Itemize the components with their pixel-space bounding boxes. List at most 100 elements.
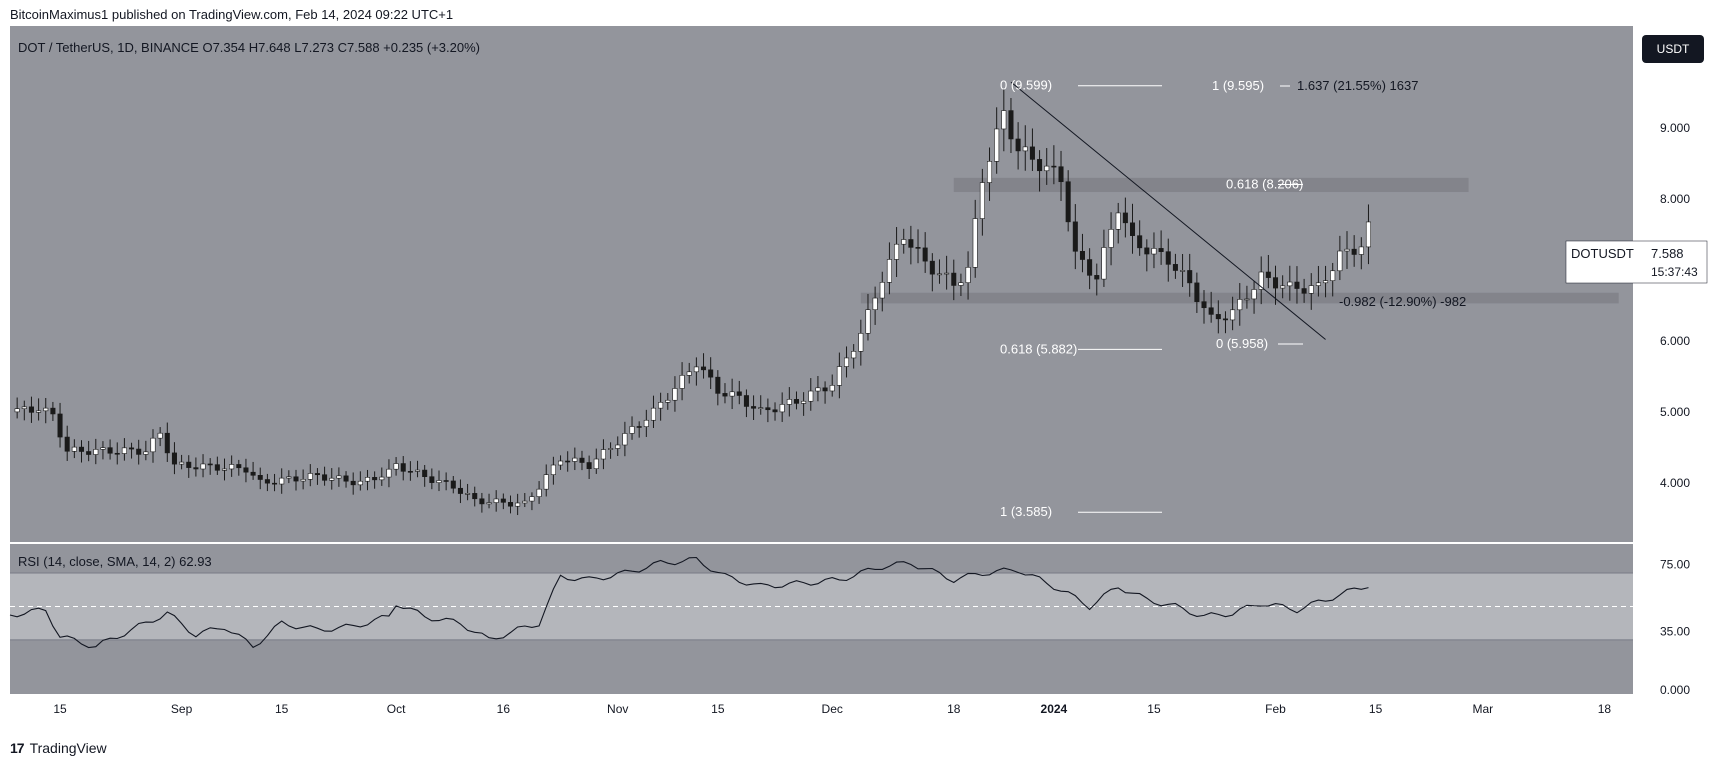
candle-down bbox=[1087, 259, 1093, 276]
candle-down bbox=[708, 369, 714, 378]
candle-down bbox=[1208, 307, 1214, 315]
candle-up bbox=[415, 469, 421, 472]
candle-up bbox=[944, 272, 950, 275]
candle-up bbox=[987, 161, 993, 183]
time-tick: 15 bbox=[1147, 702, 1161, 716]
candle-down bbox=[314, 473, 320, 476]
candle-up bbox=[1287, 281, 1293, 287]
candle-down bbox=[214, 464, 220, 471]
candle-down bbox=[443, 480, 449, 482]
time-tick: 16 bbox=[497, 702, 511, 716]
candle-down bbox=[1144, 247, 1150, 255]
candle-up bbox=[357, 480, 363, 486]
candle-down bbox=[507, 502, 514, 507]
fib-label: 0.618 (8.206) bbox=[1226, 177, 1303, 192]
candle-up bbox=[615, 444, 621, 449]
candle-down bbox=[429, 476, 435, 483]
candle-down bbox=[193, 467, 199, 470]
time-tick: 18 bbox=[1598, 702, 1612, 716]
candle-down bbox=[793, 399, 799, 404]
candle-down bbox=[1122, 212, 1128, 224]
rsi-tick: 75.00 bbox=[1660, 558, 1690, 572]
candle-up bbox=[279, 477, 285, 485]
footer-brand: 17 TradingView bbox=[10, 740, 107, 756]
candle-down bbox=[1272, 277, 1279, 289]
candle-up bbox=[786, 399, 792, 405]
candle-down bbox=[500, 498, 506, 503]
candle-down bbox=[250, 471, 256, 476]
trendline[interactable] bbox=[1010, 81, 1326, 340]
candle-up bbox=[515, 502, 521, 507]
candle-down bbox=[171, 452, 177, 465]
candle-up bbox=[608, 448, 614, 450]
candle-down bbox=[1015, 138, 1021, 152]
candle-down bbox=[1072, 221, 1078, 252]
candle-up bbox=[808, 390, 814, 402]
candle-down bbox=[372, 477, 378, 481]
candle-up bbox=[836, 366, 842, 386]
time-tick: 2024 bbox=[1041, 702, 1068, 716]
currency-button[interactable]: USDT bbox=[1642, 35, 1704, 63]
candle-down bbox=[751, 406, 757, 409]
candle-down bbox=[772, 409, 778, 413]
candle-down bbox=[164, 432, 170, 454]
candle-up bbox=[779, 404, 785, 413]
candle-up bbox=[658, 402, 664, 409]
candle-down bbox=[1094, 275, 1100, 280]
candle-up bbox=[550, 464, 556, 475]
candle-down bbox=[272, 482, 278, 485]
candle-down bbox=[822, 387, 828, 392]
candle-up bbox=[200, 463, 206, 470]
candle-down bbox=[472, 493, 478, 500]
candle-up bbox=[593, 458, 599, 469]
candle-up bbox=[729, 391, 735, 397]
candle-down bbox=[64, 436, 70, 452]
candle-up bbox=[1308, 285, 1314, 294]
candle-down bbox=[1158, 248, 1164, 252]
candle-down bbox=[136, 448, 142, 455]
candle-down bbox=[1294, 281, 1300, 289]
candle-down bbox=[922, 247, 928, 262]
time-tick: 15 bbox=[53, 702, 67, 716]
candle-up bbox=[71, 446, 77, 452]
fib-label: 0 (9.599) bbox=[1000, 78, 1052, 93]
candle-down bbox=[1065, 181, 1071, 223]
candle-up bbox=[872, 297, 878, 310]
candle-up bbox=[844, 357, 850, 367]
last-price-value: 7.588 bbox=[1651, 246, 1684, 261]
candle-up bbox=[865, 309, 871, 334]
price-axis-bg bbox=[1633, 26, 1722, 694]
candle-down bbox=[50, 407, 56, 415]
candle-down bbox=[257, 475, 263, 480]
candle-down bbox=[86, 451, 92, 455]
candle-down bbox=[1165, 251, 1171, 265]
candle-up bbox=[157, 432, 163, 439]
candle-down bbox=[1172, 264, 1178, 271]
candle-up bbox=[672, 388, 678, 401]
candle-down bbox=[243, 467, 249, 473]
candle-up bbox=[629, 426, 635, 434]
candle-down bbox=[565, 460, 571, 463]
candle-up bbox=[886, 259, 892, 283]
candle-down bbox=[586, 462, 592, 469]
candle-up bbox=[1251, 289, 1257, 300]
candle-up bbox=[493, 498, 499, 503]
candle-down bbox=[57, 413, 63, 438]
fib-label: 1.637 (21.55%) 1637 bbox=[1297, 78, 1418, 93]
candle-down bbox=[479, 498, 485, 505]
candle-up bbox=[14, 408, 20, 413]
rsi-legend: RSI (14, close, SMA, 14, 2) 62.93 bbox=[18, 554, 212, 569]
price-tick: 5.000 bbox=[1660, 405, 1690, 419]
candle-up bbox=[979, 182, 985, 219]
candle-down bbox=[1351, 248, 1357, 255]
candle-up bbox=[600, 449, 606, 460]
fib-label: 0 (5.958) bbox=[1216, 336, 1268, 351]
candle-up bbox=[121, 447, 127, 454]
price-tick: 9.000 bbox=[1660, 121, 1690, 135]
fib-label: 1 (9.595) bbox=[1212, 78, 1264, 93]
candle-up bbox=[386, 468, 392, 478]
candle-down bbox=[951, 272, 957, 286]
resistance-zone bbox=[953, 177, 1469, 193]
footer-brand-label: TradingView bbox=[29, 740, 107, 756]
